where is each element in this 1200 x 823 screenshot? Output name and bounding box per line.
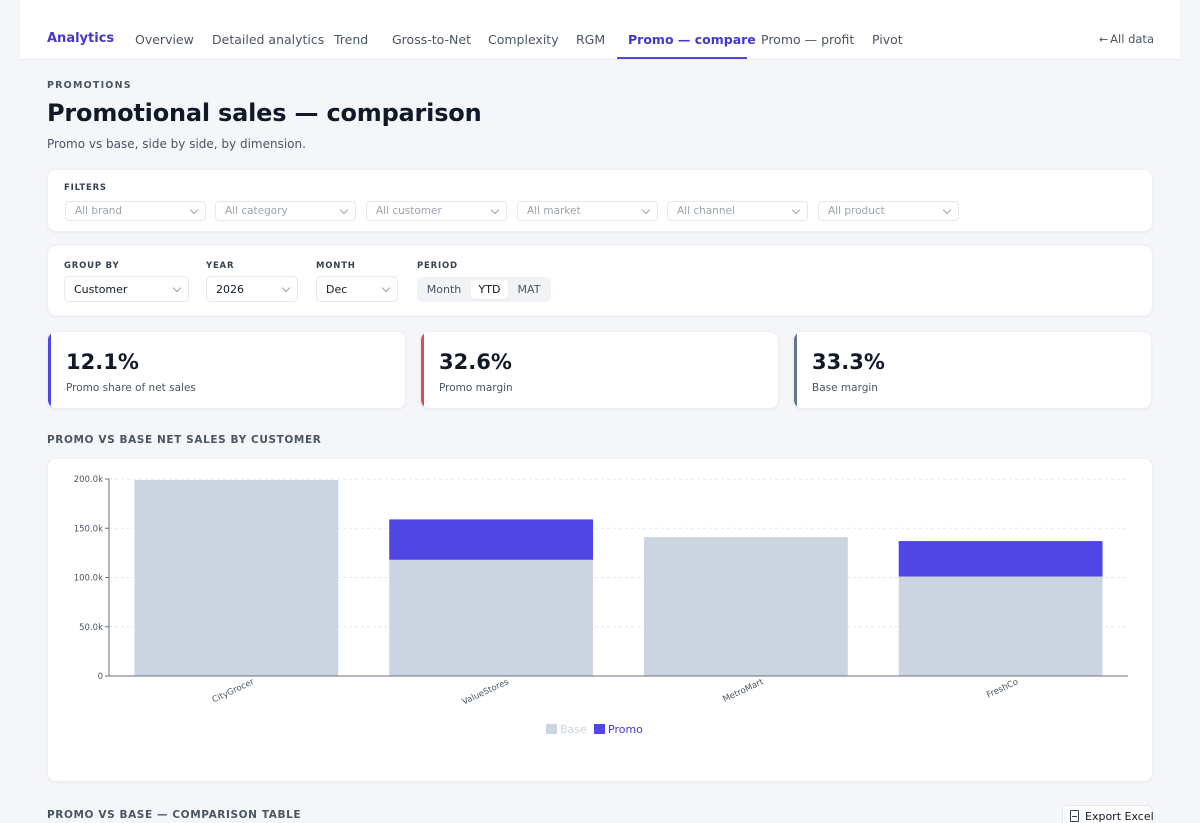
y-tick-label: 200.0k	[74, 475, 103, 485]
brand-filter[interactable]: All brand	[65, 201, 206, 221]
period-month-option[interactable]: Month	[426, 283, 462, 296]
tab-pivot[interactable]: Pivot	[872, 32, 903, 47]
kpi-promo-margin: 32.6% Promo margin	[420, 331, 779, 409]
table-heading: PROMO VS BASE — COMPARISON TABLE	[47, 809, 302, 821]
chevron-down-icon	[641, 205, 651, 215]
chevron-down-icon	[172, 283, 182, 293]
chevron-down-icon	[281, 283, 291, 293]
period-ytd-option[interactable]: YTD	[471, 280, 508, 299]
y-tick-label: 0	[98, 672, 103, 682]
kpi-accent-bar	[794, 332, 797, 408]
kpi-base-margin: 33.3% Base margin	[793, 331, 1152, 409]
group-by-label: GROUP BY	[64, 261, 120, 271]
group-by-value: Customer	[74, 283, 128, 296]
tab-promo-compare[interactable]: Promo — compare	[628, 32, 756, 47]
chart-card: 0 50.0k 100.0k 150.0k 200.0k CityGrocer ValueS…	[47, 458, 1153, 782]
year-select[interactable]: 2026	[206, 276, 298, 302]
x-tick-label: FreshCo	[985, 677, 1020, 700]
group-by-select[interactable]: Customer	[64, 276, 189, 302]
all-data-link[interactable]: ← All data	[1099, 32, 1154, 46]
top-navigation: Analytics Overview Detailed analytics Tr…	[20, 0, 1180, 60]
tab-gross-to-net[interactable]: Gross-to-Net	[392, 32, 471, 47]
tab-trend[interactable]: Trend	[334, 32, 369, 47]
kpi-accent-bar	[48, 332, 51, 408]
page-subtitle: Promo vs base, side by side, by dimensio…	[47, 137, 306, 151]
bar-base-valuestores	[389, 559, 594, 676]
chart-heading: PROMO VS BASE NET SALES BY CUSTOMER	[47, 434, 322, 446]
x-tick-label: ValueStores	[461, 677, 511, 708]
market-filter[interactable]: All market	[517, 201, 658, 221]
legend-swatch-base	[546, 724, 557, 734]
chevron-down-icon	[791, 205, 801, 215]
legend-label-base: Base	[560, 723, 587, 736]
brand-filter-text: All brand	[75, 205, 123, 217]
export-excel-button[interactable]: Export Excel	[1062, 805, 1154, 823]
chevron-down-icon	[490, 205, 500, 215]
chevron-down-icon	[942, 205, 952, 215]
month-value: Dec	[326, 283, 348, 296]
tab-detailed-analytics[interactable]: Detailed analytics	[212, 32, 325, 47]
kpi-value: 12.1%	[66, 350, 139, 374]
kpi-label: Promo margin	[439, 382, 513, 394]
channel-filter-text: All channel	[677, 205, 735, 217]
period-label: PERIOD	[417, 261, 458, 271]
active-tab-indicator	[617, 57, 747, 59]
legend-label-promo: Promo	[608, 723, 643, 736]
bar-base-citygrocer	[134, 479, 339, 676]
month-label: MONTH	[316, 261, 356, 271]
y-tick-label: 100.0k	[74, 574, 103, 584]
channel-filter[interactable]: All channel	[667, 201, 808, 221]
filters-label: FILTERS	[64, 183, 107, 193]
page-eyebrow: PROMOTIONS	[47, 80, 132, 91]
x-tick-label: CityGrocer	[211, 677, 257, 705]
chevron-down-icon	[381, 283, 391, 293]
product-filter[interactable]: All product	[818, 201, 959, 221]
y-tick-label: 50.0k	[79, 623, 103, 633]
tab-complexity[interactable]: Complexity	[488, 32, 559, 47]
all-data-label: All data	[1110, 32, 1154, 46]
market-filter-text: All market	[527, 205, 581, 217]
month-select[interactable]: Dec	[316, 276, 398, 302]
chevron-down-icon	[189, 205, 199, 215]
year-value: 2026	[216, 283, 244, 296]
arrow-left-icon: ←	[1098, 33, 1109, 46]
category-filter-text: All category	[225, 205, 288, 217]
file-icon	[1070, 810, 1079, 822]
customer-filter-text: All customer	[376, 205, 442, 217]
period-toggle: Month YTD MAT	[417, 277, 551, 302]
bar-promo-freshco	[898, 541, 1103, 577]
y-tick-label: 150.0k	[74, 524, 103, 534]
kpi-promo-share: 12.1% Promo share of net sales	[47, 331, 406, 409]
tab-rgm[interactable]: RGM	[576, 32, 606, 47]
kpi-value: 33.3%	[812, 350, 885, 374]
period-mat-option[interactable]: MAT	[517, 283, 541, 296]
year-label: YEAR	[206, 261, 235, 271]
controls-panel: GROUP BY Customer YEAR 2026 MONTH Dec PE…	[47, 245, 1153, 316]
x-tick-label: MetroMart	[721, 677, 766, 705]
tab-overview[interactable]: Overview	[135, 32, 194, 47]
page-title: Promotional sales — comparison	[47, 99, 482, 127]
export-excel-label: Export Excel	[1085, 810, 1154, 823]
kpi-label: Base margin	[812, 382, 878, 394]
kpi-label: Promo share of net sales	[66, 382, 196, 394]
chevron-down-icon	[339, 205, 349, 215]
brand-logo[interactable]: Analytics	[47, 31, 115, 46]
customer-filter[interactable]: All customer	[366, 201, 507, 221]
bar-base-metromart	[643, 537, 848, 676]
bar-base-freshco	[898, 576, 1103, 676]
legend-swatch-promo	[594, 724, 605, 734]
bar-promo-valuestores	[389, 519, 594, 560]
app-frame: Analytics Overview Detailed analytics Tr…	[20, 0, 1180, 823]
filters-panel: FILTERS All brand All category All custo…	[47, 169, 1153, 232]
stacked-bar-chart: 0 50.0k 100.0k 150.0k 200.0k CityGrocer ValueS…	[74, 475, 1128, 736]
kpi-accent-bar	[421, 332, 424, 408]
category-filter[interactable]: All category	[215, 201, 356, 221]
product-filter-text: All product	[828, 205, 885, 217]
tab-promo-profit[interactable]: Promo — profit	[761, 32, 855, 47]
kpi-value: 32.6%	[439, 350, 512, 374]
